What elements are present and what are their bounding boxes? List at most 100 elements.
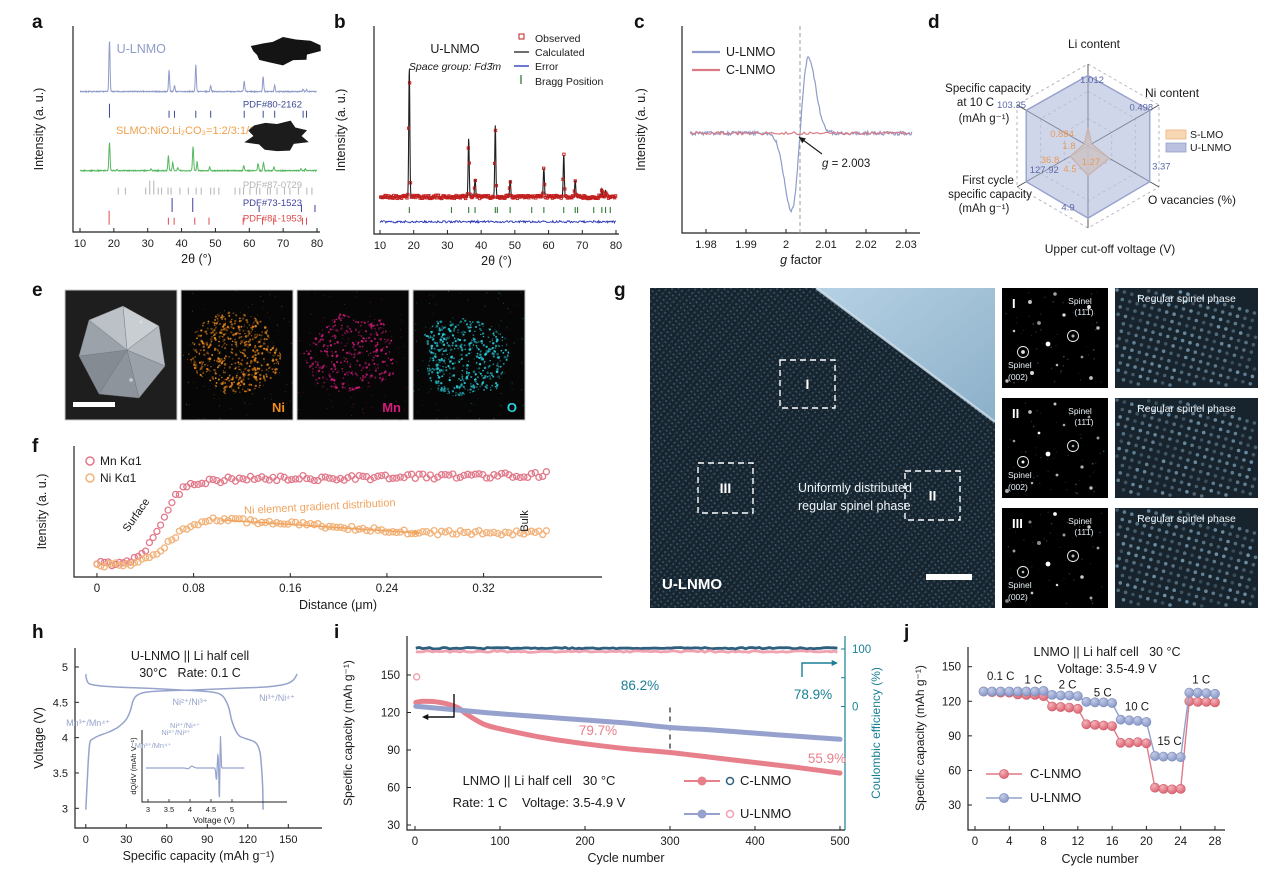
panel-letter-e: e (32, 280, 43, 301)
data-sphere (1192, 697, 1203, 707)
mn-point (145, 538, 154, 547)
sem-image (64, 289, 178, 421)
data-sphere (1201, 688, 1212, 699)
mn-point (381, 471, 390, 479)
spot-circle (1017, 566, 1029, 578)
chart-title: U-LNMO || Li half cell (131, 649, 249, 663)
observed-marker (542, 182, 547, 187)
mn-point (392, 474, 401, 482)
x-tick-label: 1.99 (735, 239, 756, 251)
region-box-I (779, 359, 836, 409)
legend-label: U-LNMO (1030, 790, 1081, 805)
observed-marker (405, 196, 409, 200)
panel-letter-i: i (334, 622, 340, 643)
mn-point (160, 513, 169, 521)
element-label: Ni (272, 400, 285, 415)
data-sphere (1055, 702, 1066, 712)
mn-point (123, 557, 131, 565)
radar-value: 127.92 (1030, 165, 1059, 176)
mn-point (351, 475, 360, 483)
mn-point (482, 474, 491, 482)
fft-spot (1071, 444, 1075, 448)
panel-letter-h: h (32, 622, 44, 643)
x-tick-label: 70 (277, 238, 289, 250)
inset-redox-label: Ni³⁺/Ni⁴⁺ (170, 721, 200, 730)
mn-point (243, 476, 251, 484)
mn-point (437, 471, 446, 479)
spot-label: (11̄1̄) (1074, 417, 1093, 427)
sample-label: U-LNMO (662, 576, 722, 593)
panel-letter-c: c (634, 12, 645, 33)
ref-label: PDF#87-0729 (243, 180, 302, 191)
data-sphere (1081, 719, 1092, 730)
y-axis-label: Intensity (a. u.) (334, 89, 348, 172)
mn-point (149, 533, 157, 542)
fft-numeral: II (1012, 406, 1019, 421)
radar-axis-title: Specific capacity (945, 83, 1031, 95)
x-tick-label: 2.03 (895, 239, 916, 251)
data-sphere (1090, 720, 1100, 730)
y-tick-label: 90 (387, 745, 400, 757)
surface-label: Surface (121, 496, 153, 534)
eds-dots (423, 317, 510, 397)
ni-point (171, 534, 180, 542)
mn-point (156, 521, 165, 529)
mn-point (407, 470, 416, 478)
radar-value: 0.498 (1129, 102, 1153, 113)
x-axis-label: Distance (μm) (299, 598, 377, 612)
ni-point (138, 555, 146, 563)
data-sphere (987, 686, 997, 697)
data-sphere (1167, 751, 1177, 762)
rate-capability-chart: 0 4 8 12 16 20 24 28 30 60 90 120 150 Cycle number Spe… (913, 645, 1225, 866)
x-axis-label: 2θ (°) (181, 252, 212, 266)
radar-axis-title: Ni content (1145, 86, 1200, 100)
fft-spot (1005, 599, 1009, 603)
data-sphere (1098, 720, 1109, 731)
ni-point (482, 528, 491, 537)
axes (72, 26, 320, 233)
observed-marker (542, 166, 546, 170)
chart-title: U-LNMO (430, 42, 480, 56)
x-tick-label: 150 (279, 834, 297, 846)
data-sphere (1124, 715, 1135, 726)
legend-label: S-LMO (1190, 129, 1223, 141)
right-tick-label: 0 (852, 702, 858, 714)
fft-II: II Spinel(11̄1̄)Spinel(002) (1002, 398, 1108, 498)
particle-facet (88, 305, 128, 351)
legend-label: Observed (535, 33, 581, 45)
inset-tick-label: 5 (230, 805, 234, 814)
ni-point (381, 528, 390, 536)
x-tick-label: 70 (576, 240, 588, 252)
legend-swatch (1165, 129, 1187, 140)
data-sphere (1132, 716, 1143, 726)
spot-label: (002) (1008, 372, 1028, 382)
mn-point (475, 470, 483, 478)
data-sphere (995, 686, 1006, 697)
y-axis-label: Itensity (a. u.) (35, 474, 49, 550)
rate-label: 0.1 C (987, 671, 1015, 683)
x-tick-label: 2.02 (855, 239, 876, 251)
mn-point (127, 558, 135, 566)
legend-label: Ni Kα1 (100, 471, 137, 485)
x-tick-label: 80 (311, 238, 323, 250)
mn-point (449, 470, 457, 478)
observed-marker (561, 177, 565, 181)
x-tick-label: 10 (374, 240, 386, 252)
radar-axis-title: (mAh g⁻¹) (959, 113, 1010, 125)
radar-axis-title: specific capacity (948, 189, 1032, 201)
x-tick-label: 20 (408, 240, 420, 252)
mn-point (501, 469, 509, 477)
spot-label: Spinel (1008, 470, 1032, 480)
data-sphere (1175, 783, 1186, 794)
data-sphere (1107, 721, 1117, 731)
retention-label: 79.7% (579, 723, 617, 738)
mn-point (516, 473, 524, 482)
mn-point (295, 475, 303, 483)
data-sphere (1184, 696, 1195, 707)
ni-point (449, 530, 457, 538)
fft-spot (1055, 363, 1059, 367)
data-sphere (1072, 703, 1083, 714)
redox-label: Ni³⁺/Ni⁴⁺ (259, 693, 295, 703)
observed-marker (571, 194, 576, 198)
legend-label: U-LNMO (726, 45, 776, 59)
